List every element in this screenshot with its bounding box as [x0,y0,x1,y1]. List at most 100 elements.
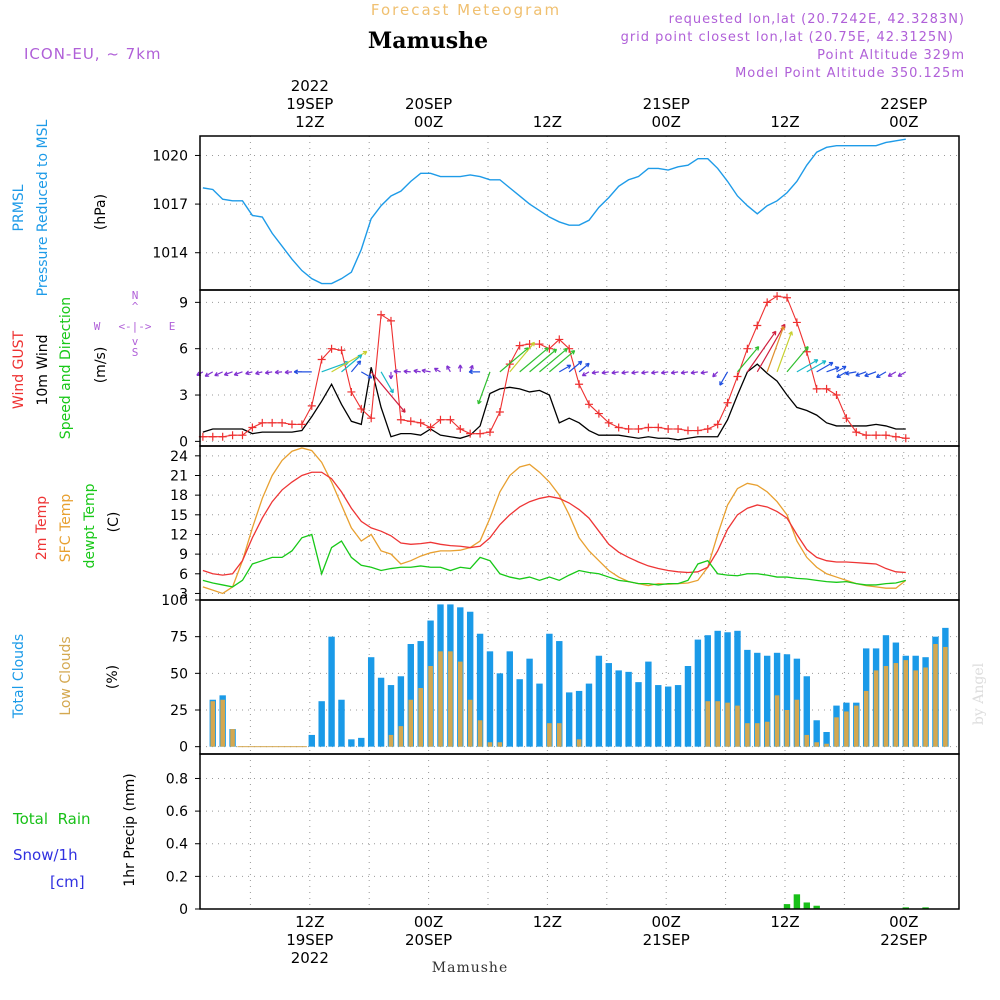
low-cloud-bar [497,742,503,747]
gust-marker [753,321,762,330]
total-cloud-bar [377,677,385,747]
top-time-label: 12Z [533,113,562,131]
total-cloud-bar [516,679,523,747]
y-tick-label: 0.6 [166,804,188,820]
wind-direction-arrow [806,360,827,373]
low-cloud-bar [556,723,562,747]
gust-marker [891,432,900,441]
total-cloud-bar [783,654,791,747]
low-cloud-bar [547,723,552,747]
gust-marker [476,429,485,438]
low-cloud-bar [883,666,889,747]
compass-rose: N ^ W <-|-> E v S [94,289,176,359]
bottom-time-label: 2022 [291,949,329,967]
temp-panel-labels: 2m Temp SFC Temp dewpt Temp (C) [34,483,122,568]
gust-marker [327,344,336,353]
model-label: ICON-EU, ~ 7km [24,45,162,63]
gust-marker [278,418,287,427]
wind-direction-arrow [776,331,793,373]
y-tick-label: 9 [179,547,188,563]
gust-marker [654,423,663,432]
gust-marker [634,425,643,434]
compass-north: N [132,289,139,302]
gridpoint-coords: grid point closest lon,lat (20.75E, 42.3… [621,30,954,45]
low-cloud-bar [814,742,819,747]
wind-direction-arrow [756,323,786,373]
low-cloud-bar [794,699,800,747]
clouds-label-total: Total Clouds [11,634,27,719]
wind-direction-arrow [539,347,568,373]
low-cloud-bar [893,663,899,747]
total-cloud-bar [496,673,504,747]
wind-direction-arrow [816,361,834,373]
wind-direction-arrow [293,369,312,375]
wind-direction-arrow [611,370,619,375]
total-cloud-bar [763,655,771,747]
gust-marker [773,292,782,301]
wind-direction-arrow [855,371,867,377]
gust-marker [535,340,544,349]
wind-direction-arrow [468,369,481,375]
gust-marker [723,398,732,407]
wind-direction-arrow [700,370,708,375]
gust-marker [872,431,881,440]
top-time-label: 00Z [652,113,681,131]
rain-bar [803,902,810,909]
total-cloud-bar [625,671,632,747]
precip-label-unit: 1hr Precip (mm) [122,773,138,886]
wind-direction-arrow [274,369,283,375]
gust-marker [703,425,712,434]
requested-coords: requested lon,lat (20.7242E, 42.3283N) [669,12,965,27]
total-cloud-bar [328,636,335,747]
temp-label-2m: 2m Temp [34,496,50,560]
low-cloud-bar [784,710,790,747]
credit-watermark: by Angel [971,662,987,725]
wind-direction-arrow [341,354,363,373]
gust-marker [782,293,791,302]
wind-direction-arrow [601,370,609,375]
low-cloud-bar [487,742,493,747]
low-cloud-bar [913,670,918,747]
wind-direction-arrow [413,368,421,374]
total-cloud-bar [387,685,395,747]
gust-marker [456,425,465,434]
total-cloud-bar [734,630,741,747]
top-time-label: 12Z [770,113,799,131]
total-cloud-bar [556,641,563,747]
top-time-label: 2022 [291,77,329,95]
y-tick-label: 0.4 [166,837,188,853]
gust-marker [396,415,405,424]
gust-marker [297,420,306,429]
low-cloud-bar [457,661,463,747]
total-cloud-bar [575,690,583,747]
panel-frame-4 [199,753,960,910]
bottom-time-label: 12Z [533,913,562,931]
wind-direction-arrow [360,371,373,379]
total-cloud-bar [546,633,553,747]
total-cloud-bar [348,739,355,747]
total-cloud-bar [476,633,484,747]
wind-direction-arrow [581,371,590,377]
precip-label-cm: [cm] [50,873,85,891]
bottom-time-label: 12Z [295,913,324,931]
low-cloud-bar [804,734,810,747]
wind-direction-arrow [255,370,263,376]
gust-marker [446,415,455,424]
gust-marker [268,418,277,427]
gust-marker [238,431,247,440]
sfc-temp-line [202,447,907,595]
frame-layer [199,135,960,910]
low-cloud-bar [933,644,938,747]
plot-layer [196,138,959,910]
y-tick-label: 3 [179,586,188,602]
low-cloud-bar [220,699,225,747]
wind-direction-arrow [670,370,679,375]
wind-direction-arrow [746,330,777,373]
y-tick-label: 100 [161,593,188,609]
gust-marker [604,418,613,427]
wind-direction-arrow [712,371,719,378]
clouds-label-unit: (%) [105,665,121,689]
gust-marker [317,355,326,364]
temp-label-unit: (C) [106,512,122,533]
gust-marker [485,428,494,437]
